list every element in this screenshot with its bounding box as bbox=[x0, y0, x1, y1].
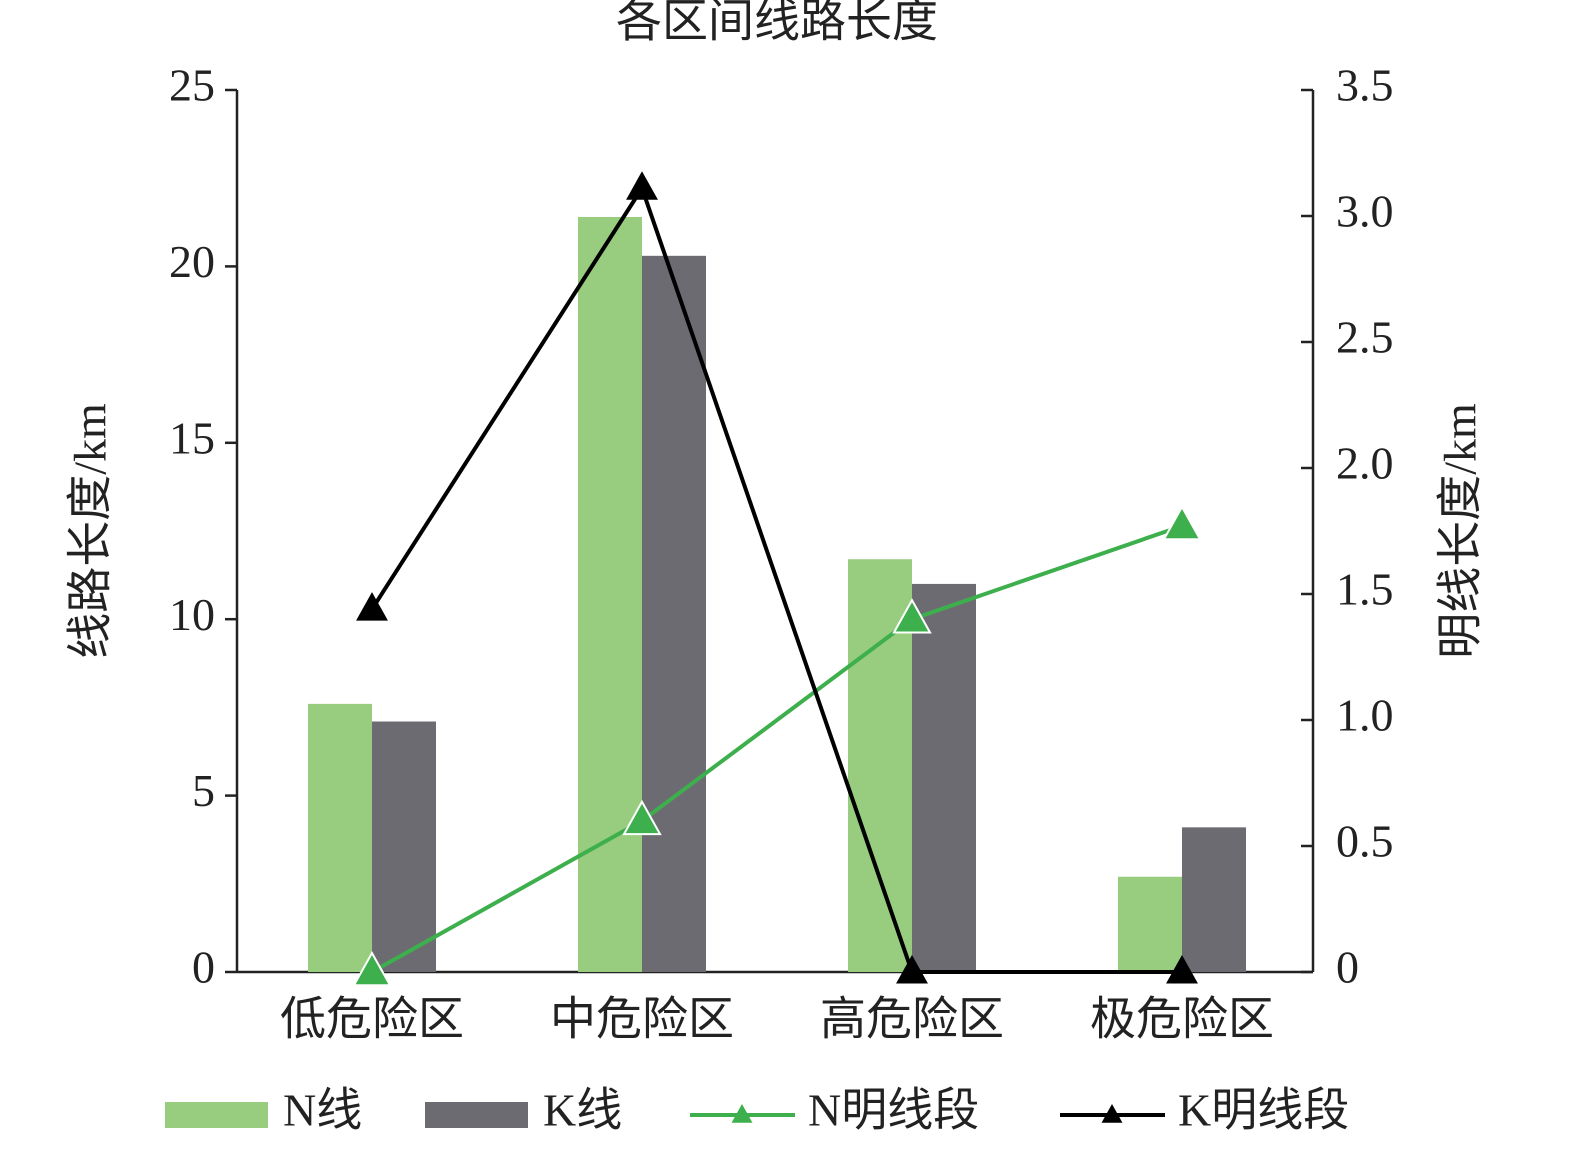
line-series bbox=[370, 183, 1182, 974]
x-tick-label: 高危险区 bbox=[820, 994, 1004, 1045]
y2-tick-label: 3.0 bbox=[1336, 186, 1394, 237]
bar bbox=[642, 255, 706, 973]
y-tick-label: 0 bbox=[192, 942, 215, 993]
bar bbox=[308, 703, 372, 972]
legend-label: N线 bbox=[283, 1085, 362, 1136]
y-tick-label: 25 bbox=[169, 60, 215, 111]
line-series bbox=[371, 524, 1183, 974]
legend-swatch bbox=[165, 1102, 268, 1128]
y-tick-label: 20 bbox=[169, 236, 215, 287]
y2-tick-label: 3.5 bbox=[1336, 60, 1394, 111]
legend-label: K线 bbox=[543, 1085, 622, 1136]
marker bbox=[892, 598, 932, 634]
y-tick-label: 10 bbox=[169, 589, 215, 640]
marker bbox=[896, 954, 928, 984]
y-tick-label: 5 bbox=[192, 765, 215, 816]
bar bbox=[1118, 876, 1182, 972]
marker bbox=[1166, 954, 1198, 984]
y2-axis-label: 明线长度/km bbox=[1435, 403, 1486, 659]
marker bbox=[626, 171, 658, 200]
y-axis-label: 线路长度/km bbox=[65, 403, 116, 659]
y2-tick-label: 0 bbox=[1336, 942, 1359, 993]
legend-label: N明线段 bbox=[808, 1085, 979, 1136]
y2-tick-label: 2.0 bbox=[1336, 438, 1394, 489]
y2-tick-label: 0.5 bbox=[1336, 816, 1394, 867]
bar bbox=[372, 721, 436, 972]
y-tick-label: 15 bbox=[169, 412, 215, 463]
y2-tick-label: 2.5 bbox=[1336, 312, 1394, 363]
x-tick-label: 中危险区 bbox=[550, 994, 734, 1045]
marker bbox=[1162, 504, 1202, 541]
marker bbox=[352, 950, 392, 987]
marker bbox=[622, 799, 662, 836]
y2-tick-label: 1.0 bbox=[1336, 690, 1394, 741]
legend-swatch bbox=[425, 1102, 528, 1128]
marker bbox=[356, 592, 388, 621]
x-tick-label: 极危险区 bbox=[1090, 994, 1274, 1045]
bar bbox=[912, 583, 976, 972]
legend-marker bbox=[731, 1104, 753, 1123]
legend-label: K明线段 bbox=[1178, 1085, 1349, 1136]
x-tick-label: 低危险区 bbox=[280, 994, 464, 1045]
y2-tick-label: 1.5 bbox=[1336, 564, 1394, 615]
bar bbox=[578, 217, 642, 972]
legend-marker bbox=[1101, 1104, 1123, 1123]
chart-title: 各区间线路长度 bbox=[616, 0, 938, 47]
bar bbox=[1182, 827, 1246, 972]
